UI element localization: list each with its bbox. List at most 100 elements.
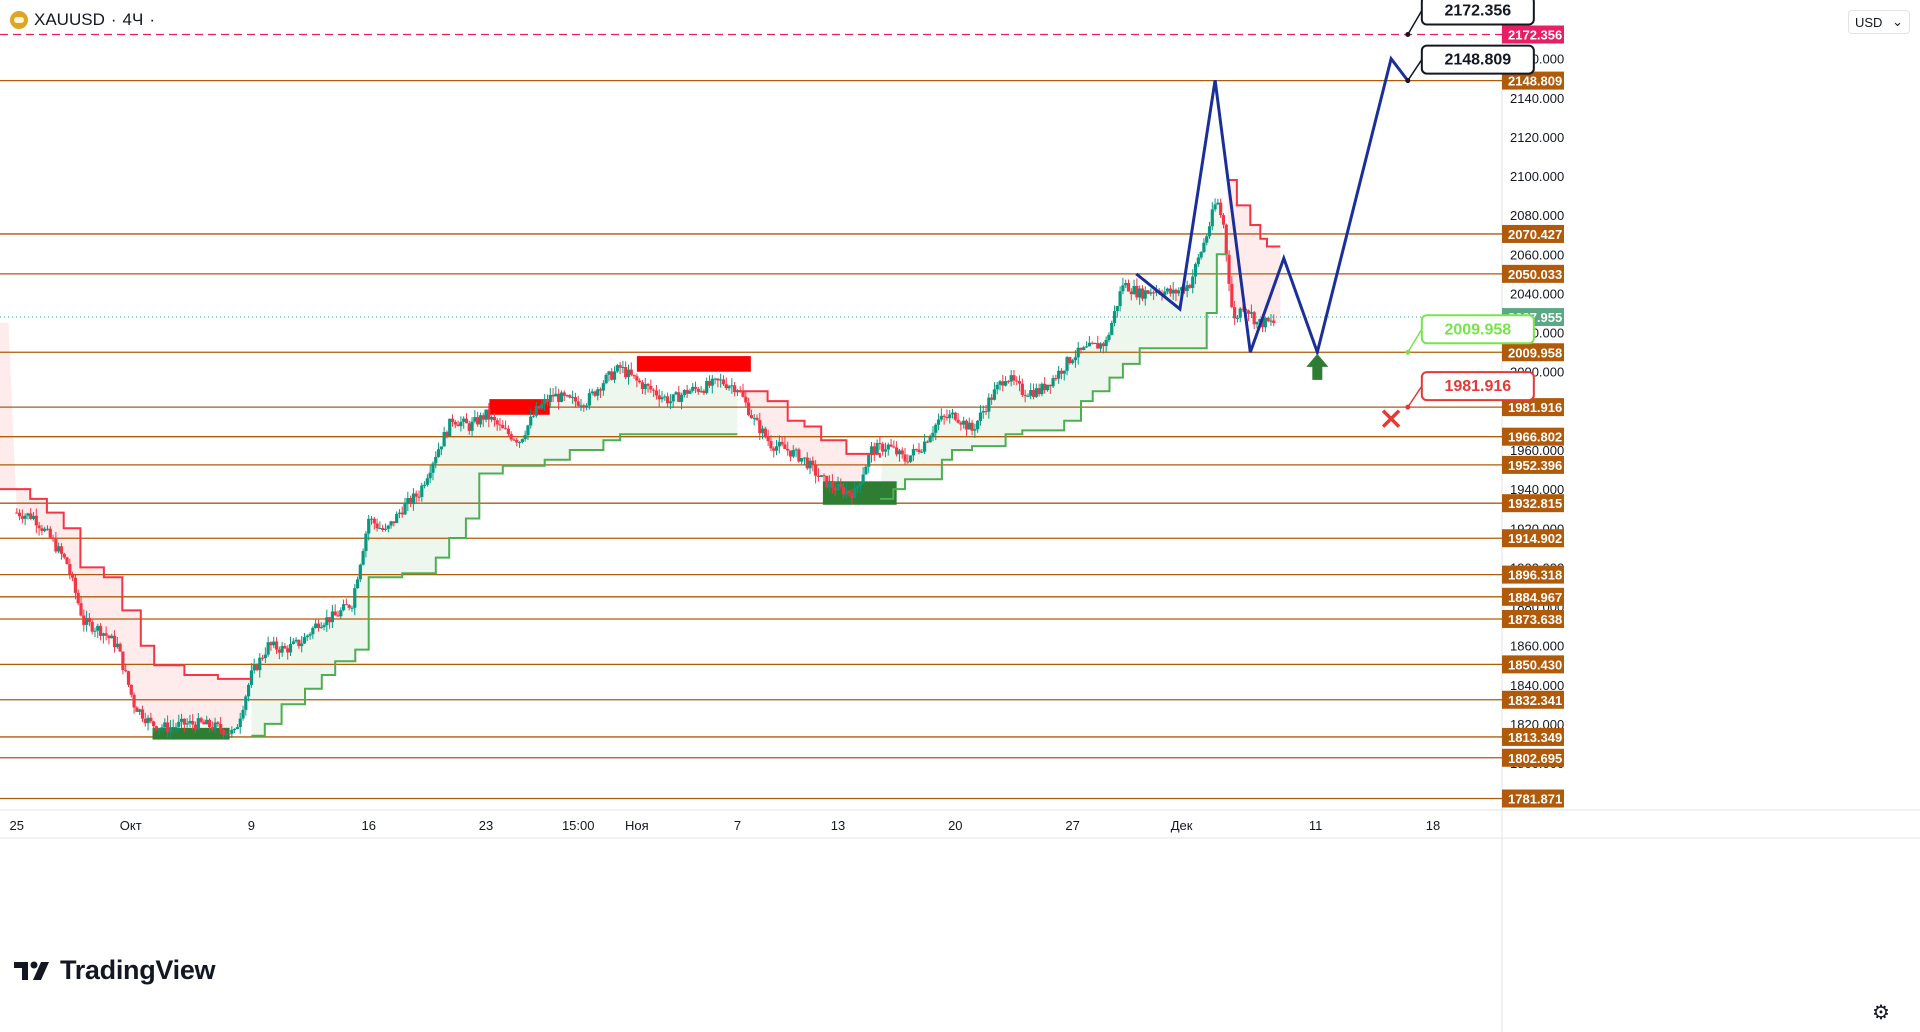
candle-body xyxy=(280,646,284,653)
interval-label[interactable]: 4Ч xyxy=(122,10,144,29)
stop-cross-icon[interactable] xyxy=(1381,409,1401,428)
candle-body xyxy=(464,418,469,424)
supertrend-fill xyxy=(0,180,1281,736)
price-tick-label: 2040.000 xyxy=(1510,286,1564,301)
candle-body xyxy=(668,401,672,404)
candle-body xyxy=(869,446,874,456)
price-level-tag-label: 1850.430 xyxy=(1508,657,1562,672)
candle-body xyxy=(970,422,974,431)
support-zone[interactable] xyxy=(822,481,897,505)
price-level-tag xyxy=(1502,655,1564,674)
candle-body xyxy=(1118,291,1122,307)
candle-body xyxy=(1009,375,1013,382)
candle-body xyxy=(227,733,231,735)
candle-body xyxy=(1235,317,1240,319)
candle-body xyxy=(777,441,781,447)
support-zone[interactable] xyxy=(152,727,230,740)
callout-box[interactable] xyxy=(1420,314,1535,345)
callout-box[interactable] xyxy=(1420,371,1535,402)
candle-body xyxy=(302,637,307,644)
projection-line[interactable] xyxy=(1135,55,1409,358)
candle-body xyxy=(855,486,860,489)
price-level-tag-label: 1896.318 xyxy=(1508,568,1562,583)
candle-body xyxy=(165,722,170,733)
candle-body xyxy=(537,406,541,409)
candle-body xyxy=(40,528,44,531)
markers[interactable] xyxy=(1306,353,1401,428)
candle-body xyxy=(462,418,466,422)
candle-body xyxy=(618,365,622,368)
candle-body xyxy=(330,611,335,623)
buy-arrow-icon[interactable] xyxy=(1306,353,1329,380)
callouts[interactable]: 2172.356 2148.809 2009.958 1981.916 xyxy=(1405,0,1535,410)
tradingview-logo[interactable]: TradingView xyxy=(14,955,216,986)
callout-box[interactable] xyxy=(1420,0,1535,26)
candle-body xyxy=(733,385,737,393)
candle-body xyxy=(138,709,142,712)
candle-body xyxy=(392,521,396,523)
candle-body xyxy=(534,406,538,416)
candle-body xyxy=(565,395,569,397)
candle-body xyxy=(202,721,206,725)
candle-body xyxy=(185,723,189,725)
time-tick-label: 25 xyxy=(10,818,24,833)
time-tick-label: 11 xyxy=(1309,818,1323,833)
candle-body xyxy=(20,516,24,519)
candle-body xyxy=(819,475,823,477)
resistance-zone[interactable] xyxy=(489,399,550,415)
price-level-tag-label: 1832.341 xyxy=(1508,693,1562,708)
brand-name: TradingView xyxy=(60,955,216,985)
zones[interactable] xyxy=(152,356,897,740)
candle-body xyxy=(76,592,80,604)
candle-body xyxy=(154,726,159,731)
candle-body xyxy=(903,454,907,462)
candle-body xyxy=(984,411,988,413)
candle-body xyxy=(87,617,91,622)
price-level-tag-label: 1932.815 xyxy=(1508,496,1562,511)
candle-body xyxy=(839,484,843,487)
candle-body xyxy=(1135,285,1139,298)
candle-body xyxy=(914,449,918,451)
candle-body xyxy=(643,383,647,390)
candle-body xyxy=(1168,288,1172,294)
price-axis[interactable]: 1800.0001820.0001840.0001860.0001880.000… xyxy=(1502,25,1564,808)
projection-path[interactable] xyxy=(1135,55,1409,358)
candle-body xyxy=(579,405,583,407)
candle-body xyxy=(59,546,64,554)
candle-body xyxy=(587,393,591,406)
candle-body xyxy=(1012,375,1016,381)
callout-box[interactable] xyxy=(1420,44,1535,75)
candle-body xyxy=(266,642,270,655)
candle-body xyxy=(573,397,578,402)
candle-body xyxy=(747,402,751,416)
candle-body xyxy=(752,417,756,419)
candle-body xyxy=(325,617,329,626)
candle-body xyxy=(213,722,217,730)
candle-body xyxy=(383,528,388,530)
candle-body xyxy=(878,443,882,445)
candle-body xyxy=(638,380,642,383)
callout-label: 2172.356 xyxy=(1444,3,1511,20)
candle-body xyxy=(1249,312,1253,314)
candle-body xyxy=(129,684,133,695)
header-dot: · xyxy=(149,10,155,29)
resistance-zone[interactable] xyxy=(636,356,751,372)
time-axis[interactable]: 25 Окт 9 16 23 15:00 Ноя 7 13 20 27 Дек 11 18 xyxy=(10,818,1441,833)
candle-body xyxy=(241,709,245,719)
candle-body xyxy=(65,557,69,565)
candle-body xyxy=(816,475,821,477)
symbol-header[interactable]: XAUUSD · 4Ч · xyxy=(10,10,155,30)
candle-body xyxy=(1043,383,1047,391)
candle-body xyxy=(484,409,488,420)
price-level-tag xyxy=(1502,609,1564,628)
candle-body xyxy=(624,367,628,378)
candle-body xyxy=(1112,311,1117,323)
price-level-tag-label: 1914.902 xyxy=(1508,531,1562,546)
candle-body xyxy=(378,528,382,530)
price-level-tag-label: 1981.916 xyxy=(1508,400,1562,415)
currency-selector[interactable]: USD ⌄ xyxy=(1848,10,1910,34)
callout-leader xyxy=(1407,328,1423,353)
gear-icon[interactable]: ⚙ xyxy=(1872,1002,1890,1024)
candle-body xyxy=(286,648,290,653)
